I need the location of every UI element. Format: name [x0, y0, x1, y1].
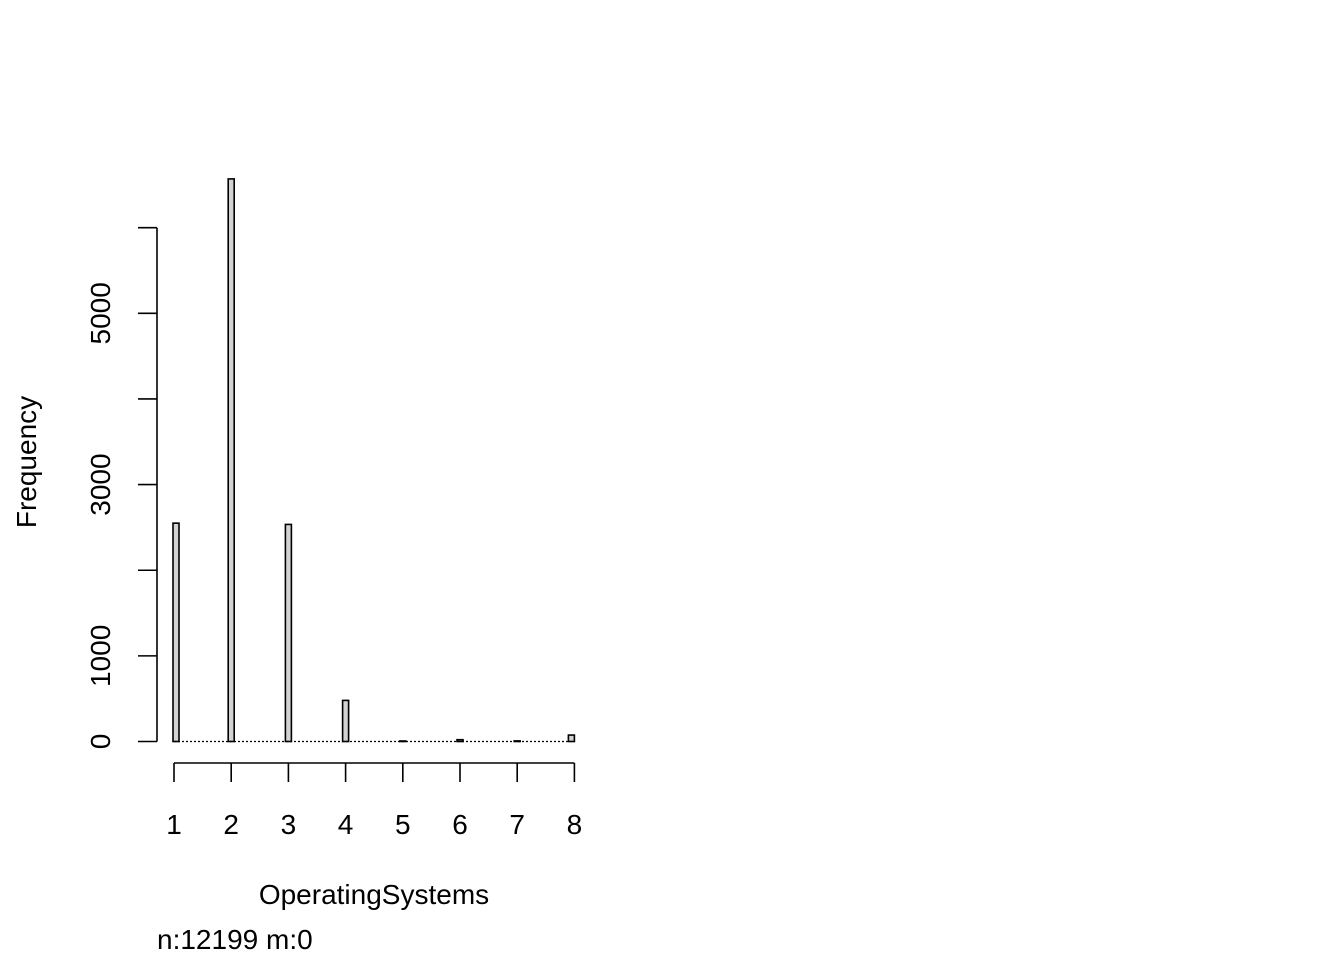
x-axis: 1 2 3 4 5 6 7 8	[166, 762, 583, 840]
bar-8	[567, 734, 576, 743]
sample-count-note: n:12199 m:0	[157, 924, 313, 955]
bar-1	[172, 522, 180, 743]
y-tick-label-3000: 3000	[85, 453, 116, 515]
bar-2	[227, 178, 235, 743]
x-tick-label-2: 2	[223, 809, 239, 840]
y-axis: 0 1000 3000 5000	[85, 226, 158, 750]
x-tick-label-7: 7	[509, 809, 525, 840]
x-tick-label-6: 6	[452, 809, 468, 840]
y-tick-label-0: 0	[85, 734, 116, 750]
y-tick-label-5000: 5000	[85, 282, 116, 344]
bar-4	[341, 699, 350, 743]
bar-3	[284, 523, 293, 743]
x-tick-label-1: 1	[166, 809, 182, 840]
x-tick-label-8: 8	[567, 809, 583, 840]
x-axis-label: OperatingSystems	[259, 879, 489, 910]
bars-group	[172, 178, 576, 743]
y-tick-label-1000: 1000	[85, 625, 116, 687]
x-tick-label-4: 4	[338, 809, 354, 840]
x-tick-label-5: 5	[395, 809, 411, 840]
y-axis-label: Frequency	[11, 396, 42, 528]
x-tick-label-3: 3	[281, 809, 297, 840]
